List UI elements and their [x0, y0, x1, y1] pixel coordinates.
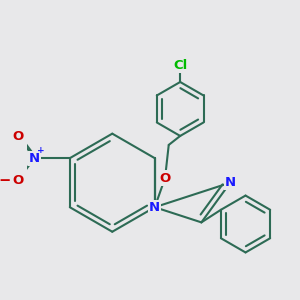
Text: N: N — [149, 201, 160, 214]
Text: N: N — [225, 176, 236, 189]
Text: +: + — [37, 146, 44, 155]
Text: O: O — [12, 174, 24, 187]
Text: Cl: Cl — [173, 59, 187, 72]
Text: −: − — [0, 173, 10, 188]
Text: O: O — [159, 172, 171, 184]
Text: N: N — [29, 152, 40, 165]
Text: O: O — [12, 130, 24, 142]
